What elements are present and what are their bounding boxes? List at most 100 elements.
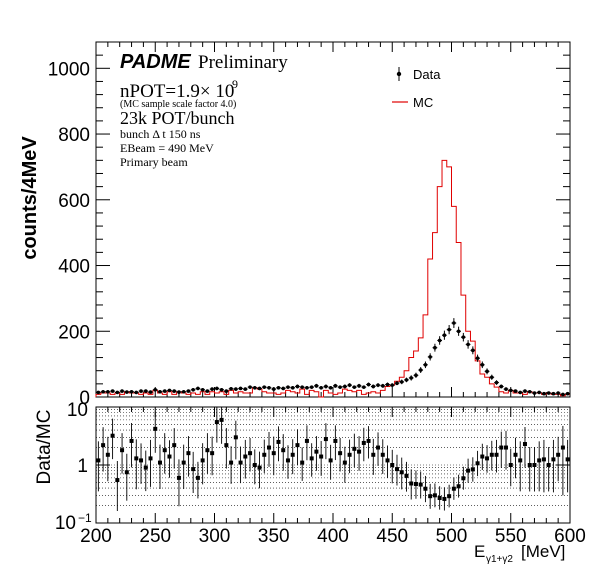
data-point	[209, 387, 215, 391]
ratio-point	[442, 487, 447, 511]
ratio-point	[508, 448, 513, 487]
data-point	[413, 372, 419, 378]
ratio-point-marker	[243, 454, 248, 459]
ratio-point	[252, 449, 257, 485]
data-point-marker	[238, 386, 243, 391]
ratio-point-marker	[300, 460, 305, 465]
x-tick-labels: 200 250 300 350 400 450 500 550 600	[80, 526, 586, 547]
data-point	[299, 385, 305, 389]
x-tick-label: 200	[80, 526, 112, 547]
data-point	[356, 383, 362, 388]
data-point	[195, 386, 201, 391]
ratio-point-marker	[432, 493, 437, 498]
ratio-point	[219, 407, 224, 444]
data-point	[214, 386, 220, 391]
data-point-marker	[177, 390, 181, 394]
ratio-point	[527, 447, 532, 492]
legend: Data MC	[392, 67, 441, 110]
ratio-point-marker	[309, 456, 314, 461]
data-point-marker	[428, 355, 432, 359]
ratio-ytick-1: 1	[77, 456, 88, 477]
ratio-point-marker	[409, 481, 414, 486]
ratio-point	[176, 459, 181, 507]
data-point	[404, 377, 409, 383]
ratio-point-marker	[560, 445, 565, 450]
ratio-point-marker	[532, 463, 537, 467]
pot-bunch-label: 23k POT/bunch	[120, 108, 235, 128]
data-point	[489, 374, 495, 380]
data-point-marker	[537, 390, 541, 395]
ratio-ytick-10: 10	[67, 400, 88, 421]
data-point-marker	[101, 389, 105, 394]
data-point-marker	[115, 390, 120, 395]
ratio-point-marker	[96, 458, 101, 463]
ratio-point-marker	[423, 486, 428, 491]
data-point	[361, 385, 367, 389]
data-point	[370, 384, 376, 389]
ratio-point-marker	[252, 463, 257, 467]
ratio-point	[214, 407, 219, 443]
data-point-marker	[120, 389, 124, 393]
data-point	[437, 336, 443, 345]
data-point-marker	[153, 387, 158, 392]
data-point-marker	[347, 383, 352, 387]
ratio-point-marker	[210, 451, 215, 456]
ratio-point-marker	[342, 460, 347, 465]
data-point-marker	[181, 389, 186, 394]
ratio-point	[229, 446, 234, 484]
ratio-point	[210, 436, 215, 476]
ratio-point	[233, 420, 238, 460]
ratio-point	[139, 443, 144, 484]
bunch-dt-label: bunch Δ t 150 ns	[120, 127, 201, 141]
data-point-marker	[110, 389, 115, 393]
data-point-marker	[556, 391, 560, 395]
ebeam-label: EBeam = 490 MeV	[120, 141, 214, 155]
ratio-point	[513, 437, 518, 479]
ratio-point-marker	[347, 452, 352, 457]
data-point-marker	[148, 390, 153, 394]
ratio-point-marker	[281, 448, 286, 453]
ratio-point-marker	[442, 496, 447, 501]
ratio-point	[485, 445, 490, 473]
ratio-point	[409, 469, 414, 500]
x-tick-label: 350	[258, 526, 290, 547]
ratio-point	[437, 486, 442, 510]
x-tick-label: 400	[317, 526, 349, 547]
ratio-point	[96, 441, 101, 492]
ratio-point-marker	[499, 445, 504, 450]
data-point-marker	[257, 386, 262, 391]
ratio-point	[380, 439, 385, 474]
ratio-point	[181, 444, 186, 490]
data-point	[148, 390, 153, 394]
data-point	[205, 389, 210, 393]
ratio-point	[504, 430, 509, 470]
ratio-point	[162, 433, 167, 474]
data-point-marker	[565, 391, 570, 396]
data-point	[418, 367, 424, 374]
ratio-point	[300, 447, 305, 481]
beam-label: Primary beam	[120, 155, 188, 169]
ratio-point-marker	[357, 449, 362, 454]
data-point-marker	[456, 329, 461, 334]
data-point-marker	[143, 389, 148, 393]
ratio-point	[124, 453, 129, 501]
ratio-point-marker	[437, 495, 442, 500]
data-point-marker	[461, 335, 466, 339]
data-point	[119, 389, 125, 393]
data-point-marker	[134, 390, 139, 395]
data-point	[171, 389, 177, 393]
ratio-point-marker	[546, 463, 551, 467]
data-point-marker	[319, 385, 323, 390]
data-point	[446, 325, 452, 335]
ratio-point-marker	[551, 457, 556, 462]
top-y-tick-label: 1000	[48, 59, 90, 80]
ratio-point-marker	[120, 448, 125, 453]
ratio-point	[276, 426, 281, 462]
top-y-tick-labels: 0 200 400 600 800 1000	[48, 59, 90, 409]
data-point	[394, 381, 400, 386]
data-point-marker	[466, 342, 470, 347]
data-point-marker	[399, 380, 404, 384]
ratio-point-marker	[229, 460, 234, 465]
data-point	[408, 375, 414, 381]
